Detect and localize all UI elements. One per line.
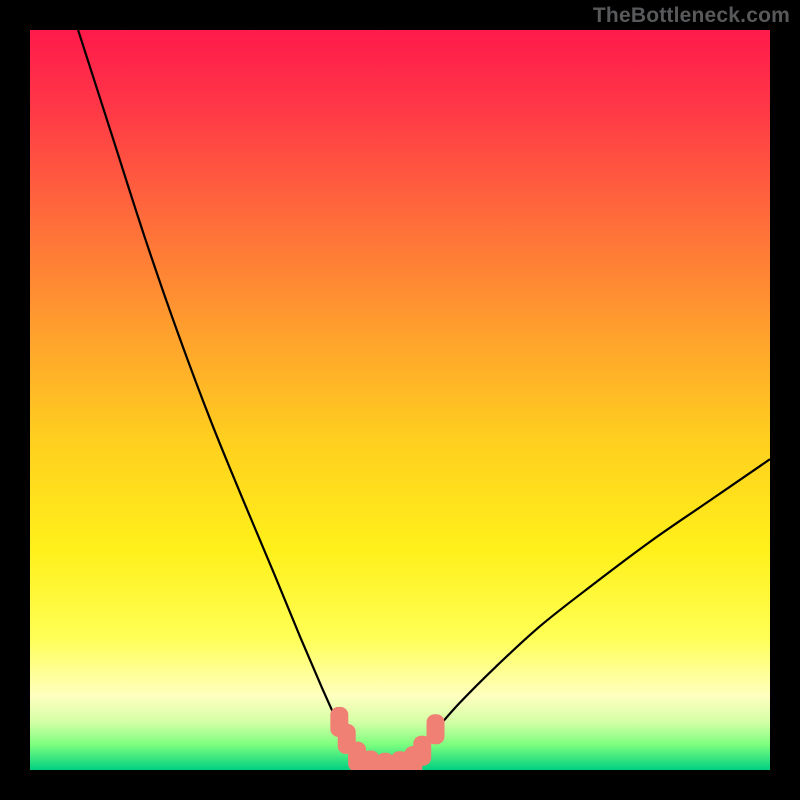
bottleneck-chart-svg — [0, 0, 800, 800]
plot-background — [30, 30, 770, 770]
trough-marker — [427, 714, 445, 744]
chart-container: TheBottleneck.com — [0, 0, 800, 800]
